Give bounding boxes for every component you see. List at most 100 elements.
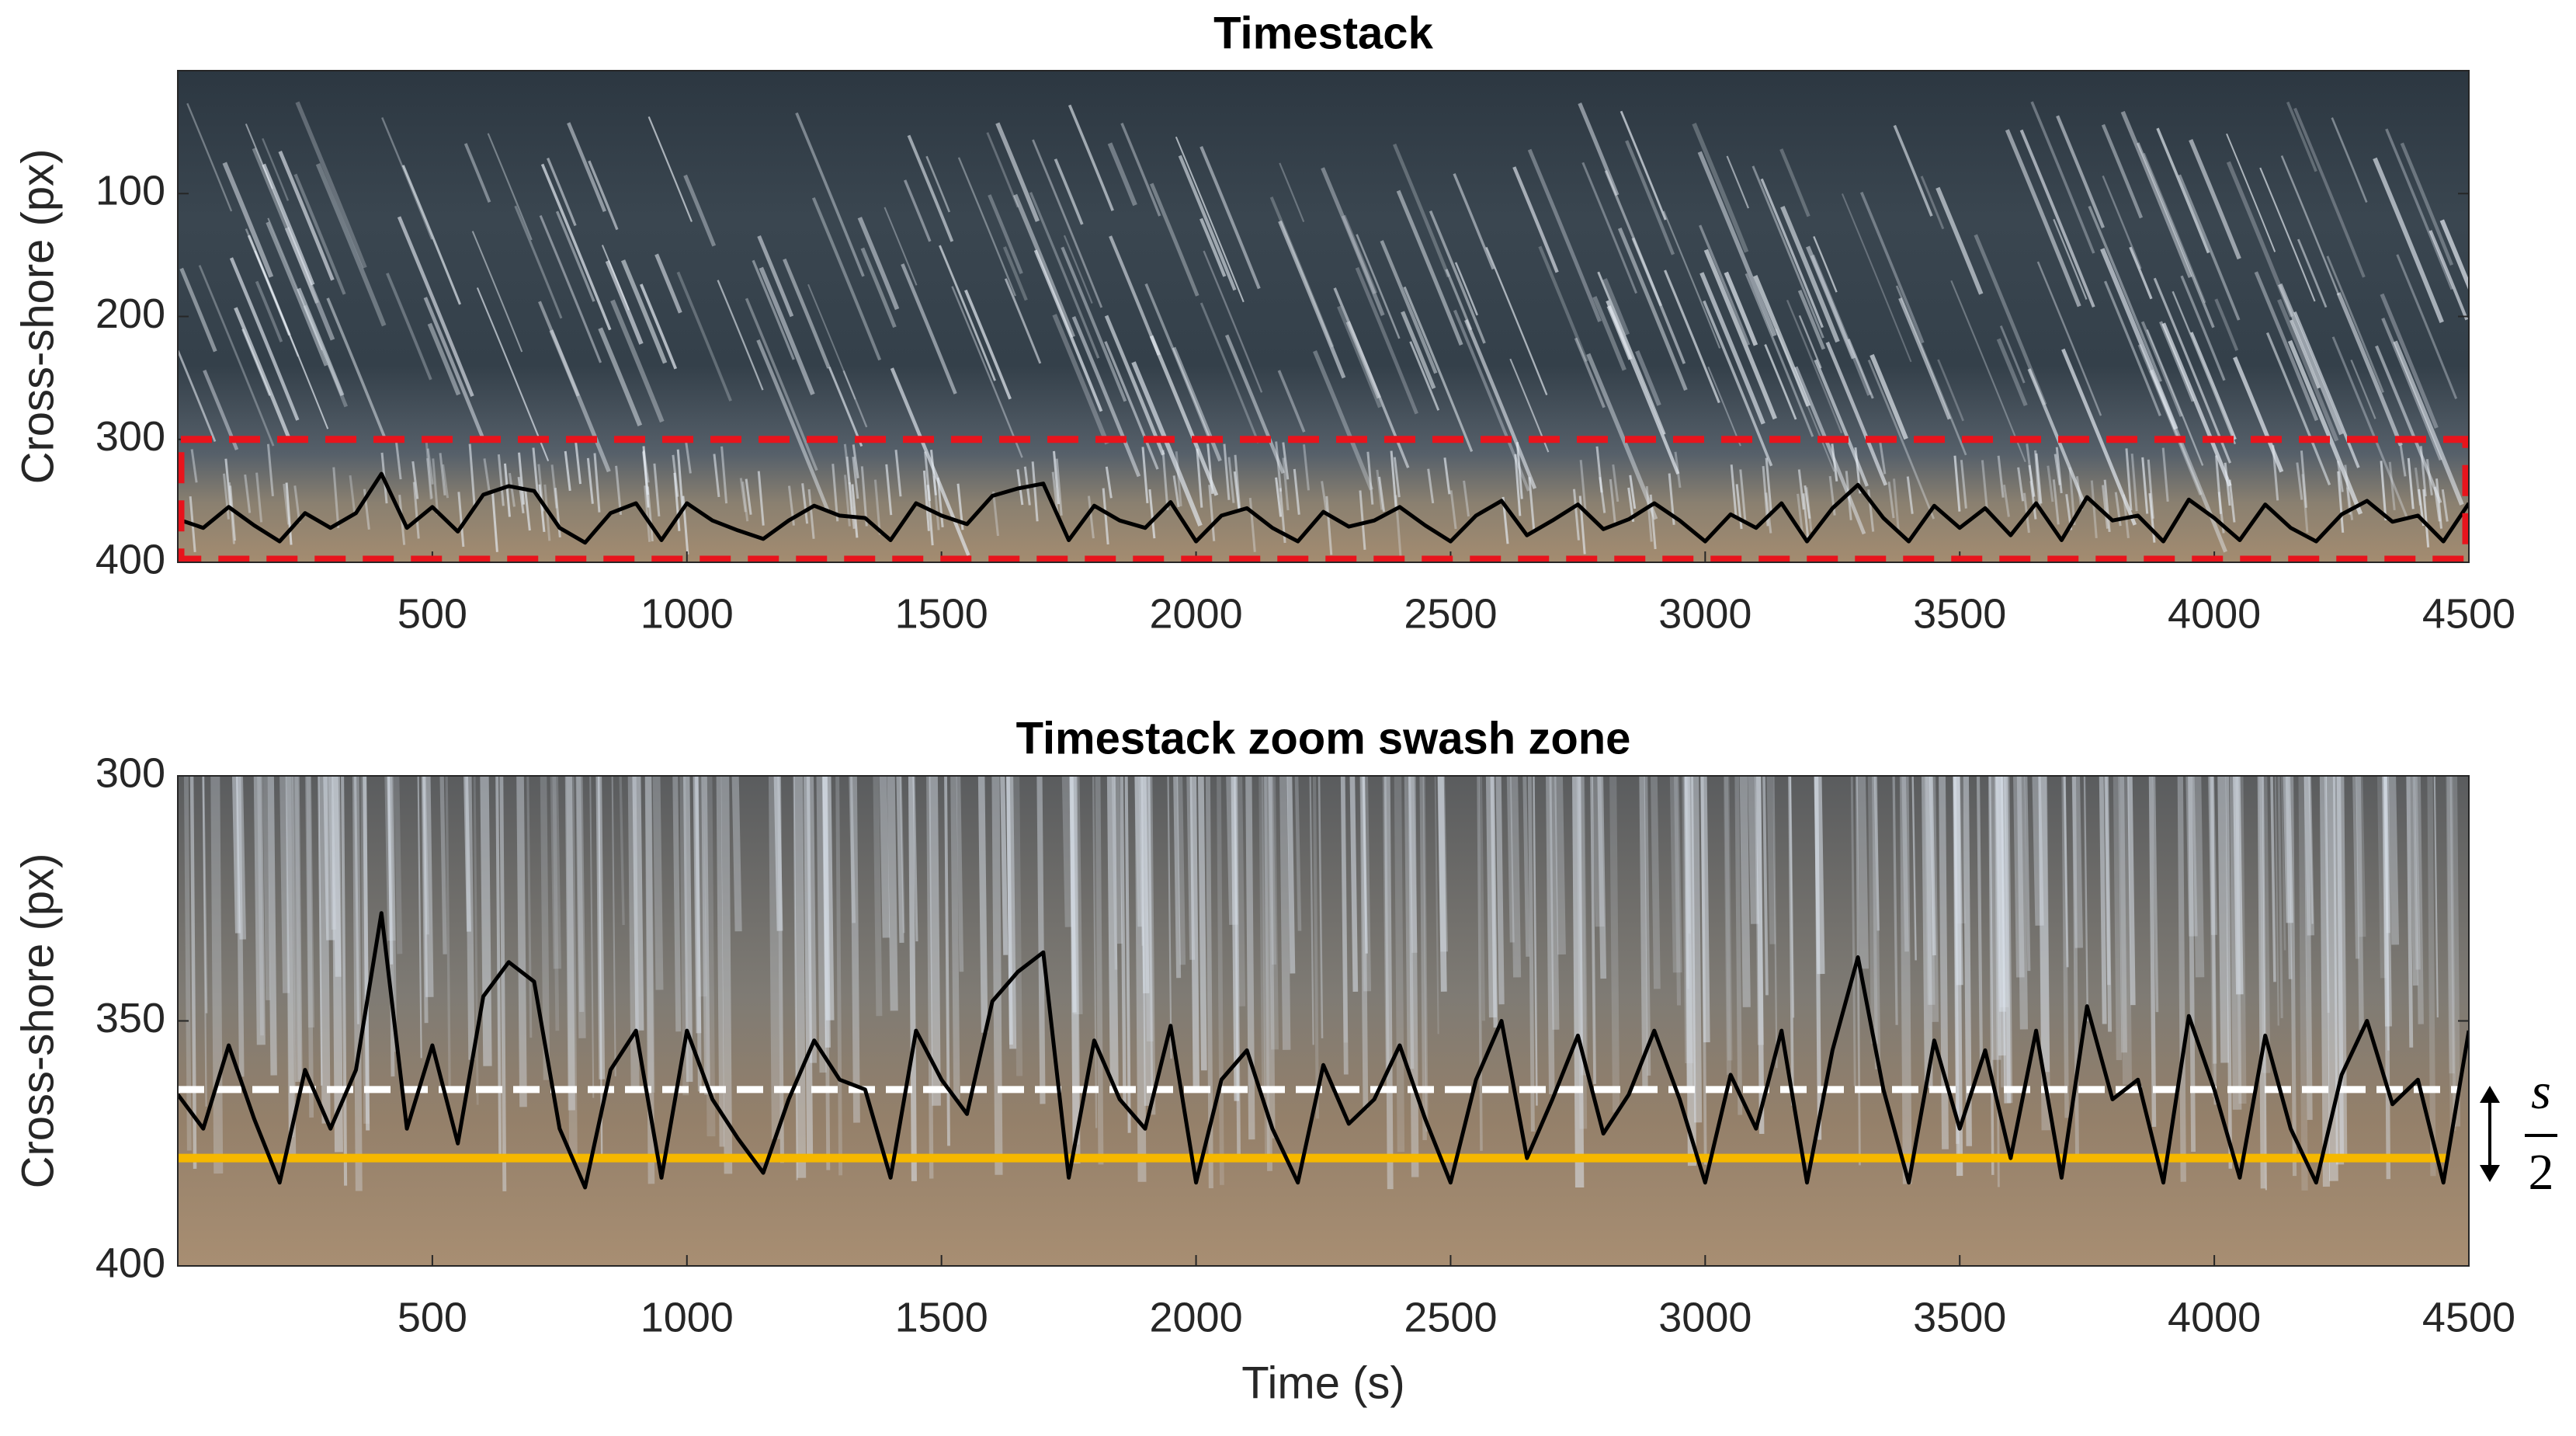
streak [1684,776,1697,1167]
streak [646,486,654,542]
streak [1533,776,1538,1106]
streak [352,776,363,1191]
streak [1576,776,1588,1129]
streak [1813,235,1838,293]
streak [1602,278,1630,336]
streak [532,447,540,499]
streak [1901,776,1909,952]
streak [292,776,303,1082]
streak [586,457,594,504]
streak [2337,471,2345,533]
streak [247,235,291,336]
streak [831,464,839,522]
streak [318,776,331,1124]
streak [1755,776,1765,1134]
streak [1355,266,1418,415]
streak [2224,462,2231,506]
streak [564,776,575,1111]
streak [1114,776,1123,944]
streak [2383,776,2390,934]
streak [793,776,798,1180]
streak [2380,293,2439,429]
streak [2265,332,2331,485]
streak [1748,776,1759,924]
streak [2061,348,2137,526]
streak [716,776,725,1147]
streak [306,776,314,1118]
streak [332,467,340,528]
streak [717,280,764,391]
streak [1176,776,1186,965]
streak [1052,314,1109,445]
streak [1340,776,1349,1043]
streak [2396,254,2458,399]
streak [1899,776,1912,1184]
streak [2127,776,2136,1006]
streak [2159,321,2195,402]
streak [1286,776,1296,974]
streak [1871,776,1881,1069]
streak [2226,133,2276,252]
streak [1825,341,1888,486]
streak [439,453,446,495]
streak [2005,129,2081,308]
image-background [178,71,2469,562]
streak [2161,447,2169,502]
streak [1445,269,1473,331]
streak [1599,477,1606,513]
streak [1087,495,1095,539]
streak [2336,292,2403,447]
streak [518,452,526,505]
streak [1294,776,1302,931]
streak [1143,776,1154,1041]
streak [2177,776,2186,1182]
streak [1739,469,1747,520]
streak [1797,469,1805,510]
streak [1953,776,1963,1177]
streak [1394,495,1402,557]
streak [2118,776,2127,1053]
streak [1703,249,1777,420]
streak [2217,776,2229,1063]
streak [1485,776,1497,1018]
streak [331,776,343,1153]
streak [1485,246,1548,395]
streak [2422,489,2430,548]
streak [991,776,1003,1175]
streak [1140,776,1154,1106]
streak [823,776,831,1170]
streak [1988,776,1994,1175]
streak [593,453,601,513]
streak [1924,776,1932,1005]
streak [2385,128,2453,290]
streak [353,776,360,1024]
streak [202,776,207,1107]
streak [229,485,237,541]
streak [1360,776,1372,992]
streak [713,454,720,498]
streak [552,776,560,1031]
streak [1814,776,1825,975]
panel: Timestack zoom swash zone Cross-shore (px… [12,713,2557,1408]
streak [2383,776,2391,1180]
streak [1724,271,1758,346]
y-axis-label: Cross-shore (px) [12,854,63,1189]
streak [1629,475,1637,509]
streak [816,776,827,1073]
streak [349,475,356,516]
streak [1172,475,1180,508]
streak [1651,776,1661,989]
streak [2013,776,2025,978]
streak [639,283,678,370]
streak [2254,271,2319,422]
streak [1760,178,1824,329]
y-tick-label: 100 [95,168,165,214]
streak [267,217,323,351]
streak [1635,349,1661,406]
streak [231,776,241,934]
streak [2054,454,2061,485]
streak [907,134,954,242]
streak [644,485,651,542]
streak [739,478,747,513]
